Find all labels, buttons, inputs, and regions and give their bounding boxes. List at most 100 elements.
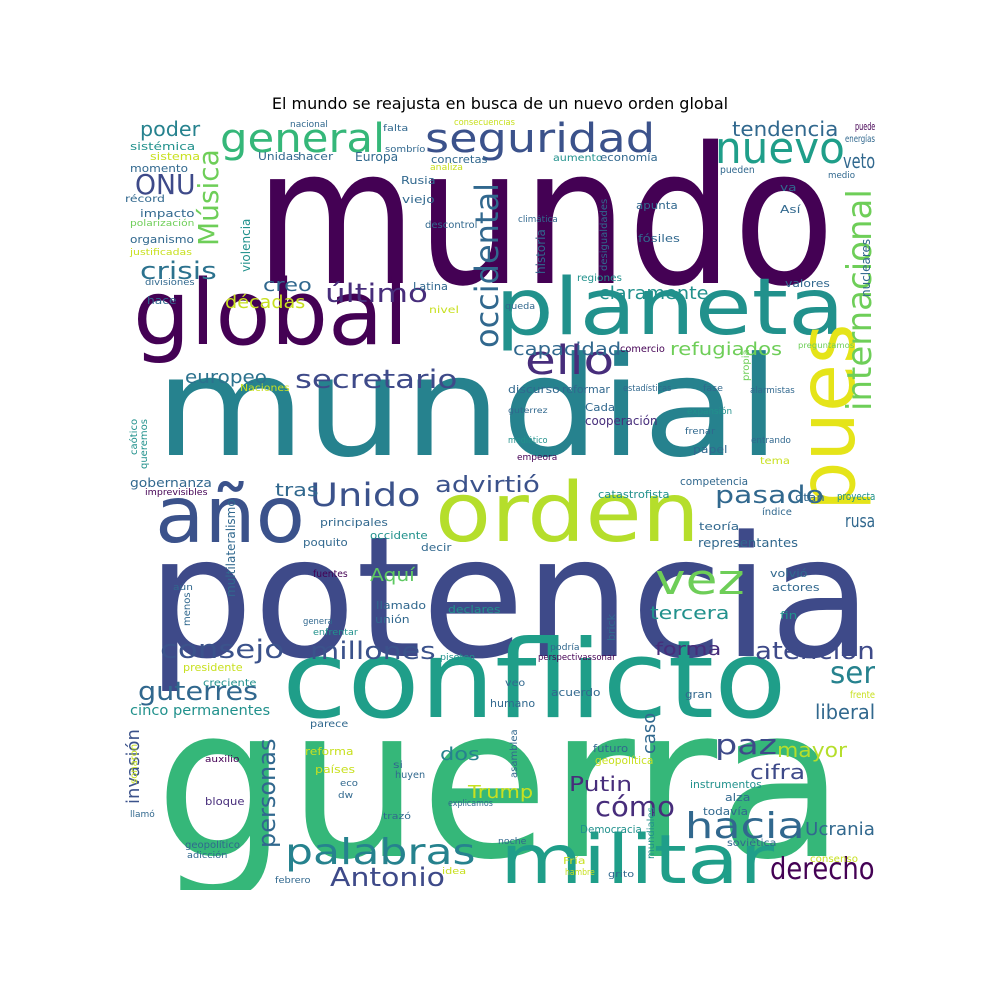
- word-vez: vez: [655, 555, 745, 604]
- word-adiccion: adicción: [187, 851, 228, 861]
- word-sistemica: sistémica: [130, 140, 196, 153]
- word-decadas: décadas: [225, 292, 306, 313]
- word-europa: Europa: [355, 150, 399, 164]
- word-queda: queda: [505, 302, 536, 312]
- word-ucrania: Ucrania: [805, 819, 875, 840]
- word-gran: gran: [685, 688, 713, 701]
- word-papel: papel: [693, 443, 728, 456]
- word-aumento: aumento: [553, 153, 603, 164]
- word-indice: índice: [762, 507, 792, 518]
- word-cifra: cifra: [750, 760, 806, 784]
- word-trazo: trazó: [383, 812, 411, 822]
- word-rusia: Rusia: [401, 174, 436, 187]
- word-derecho: derecho: [770, 852, 875, 887]
- word-mundo: mundo: [255, 119, 835, 328]
- word-guterrez: guterrez: [508, 406, 548, 415]
- word-perspectivassonar: perspectivassonar: [538, 653, 616, 663]
- word-sovietica: soviética: [727, 838, 777, 849]
- word-consecuencias: consecuencias: [454, 119, 515, 128]
- word-proyecta: proyecta: [837, 490, 875, 503]
- word-unidas: Unidas: [258, 150, 300, 163]
- word-europeo: europeo: [185, 367, 268, 388]
- word-forma: forma: [655, 639, 722, 660]
- word-sombrio: sombrío: [385, 145, 426, 155]
- word-planeta: planeta: [495, 263, 845, 353]
- word-hacia: hacia: [685, 806, 805, 847]
- word-pisoteo: pisoteo: [440, 653, 475, 663]
- word-llamado: llamado: [376, 599, 427, 612]
- word-si: si: [393, 760, 403, 771]
- word-claramente: claramente: [599, 283, 709, 304]
- word-paises: países: [315, 763, 356, 776]
- word-atencion: atención: [755, 637, 875, 665]
- word-climatica: climática: [518, 215, 558, 225]
- word-cooperacion: cooperación: [585, 414, 658, 428]
- word-millones: millones: [310, 637, 436, 665]
- word-genera: genera: [303, 617, 333, 627]
- word-tras: tras: [275, 480, 319, 501]
- word-queremos: queremos: [139, 419, 150, 469]
- word-todavia: todavía: [703, 805, 749, 818]
- word-preguntamos: preguntamos: [798, 341, 855, 350]
- word-fosiles: fósiles: [638, 232, 680, 245]
- word-palabras: palabras: [285, 832, 476, 873]
- word-organismo: organismo: [130, 233, 194, 246]
- word-futuro: futuro: [593, 742, 629, 755]
- word-veo: veo: [505, 678, 526, 689]
- word-va: va: [780, 181, 797, 194]
- word-declares: declares: [448, 603, 501, 616]
- word-tema: tema: [760, 456, 790, 467]
- word-naciones: Naciones: [240, 383, 290, 394]
- word-guerra: guerra: [155, 661, 846, 890]
- word-actores: actores: [772, 581, 820, 594]
- word-estadisticas: estadísticas: [623, 384, 672, 394]
- word-union: unión: [375, 613, 410, 626]
- word-presidente: presidente: [183, 661, 243, 674]
- word-paz: paz: [715, 728, 778, 761]
- word-consejo: consejo: [160, 635, 285, 665]
- word-economia: economía: [600, 151, 658, 164]
- word-veto: veto: [843, 149, 875, 173]
- word-concretas: concretas: [431, 153, 488, 166]
- word-dw: dw: [338, 791, 354, 801]
- word-idea: idea: [442, 867, 467, 877]
- word-occidente: occidente: [370, 529, 428, 542]
- word-tercera: tercera: [650, 603, 730, 624]
- word-principales: principales: [320, 516, 388, 529]
- word-sistema: sistema: [150, 150, 201, 163]
- word-valores: valores: [785, 277, 830, 290]
- word-febrero: febrero: [275, 876, 311, 886]
- word-hambre: hambre: [565, 868, 595, 878]
- word-expansion: expansión: [687, 407, 733, 417]
- word-crisis: crisis: [140, 257, 217, 285]
- word-rusa: rusa: [845, 511, 875, 532]
- word-record: récord: [125, 194, 165, 205]
- word-eco: eco: [340, 779, 358, 789]
- word-desigualdades: desigualdades: [599, 198, 610, 271]
- word-entrando: entrando: [751, 436, 791, 446]
- word-frente: frente: [850, 690, 875, 701]
- word-cinco-permanentes: cinco permanentes: [130, 703, 271, 719]
- word-otan: otan: [795, 491, 825, 504]
- word-enfrentar: enfrentar: [313, 628, 358, 638]
- word-competencia: competencia: [680, 475, 749, 488]
- word-alza: alza: [725, 791, 751, 804]
- word-discurso: discurso: [508, 383, 560, 396]
- word-falta: falta: [383, 124, 409, 134]
- word-podria: podría: [550, 643, 580, 653]
- word-polarizacion: polarización: [130, 219, 195, 229]
- word-alarmistas: alarmistas: [750, 386, 795, 396]
- word-auxilio: auxilio: [205, 755, 240, 765]
- word-pasado: pasado: [715, 481, 824, 509]
- word-energias: energías: [845, 134, 875, 145]
- word-internacional: internacional: [840, 189, 875, 411]
- word-ultimo: último: [325, 279, 428, 309]
- word-noche: noche: [498, 837, 527, 847]
- word-ser: ser: [830, 656, 875, 691]
- word-gobernanza: gobernanza: [130, 476, 212, 490]
- word-asi: Así: [780, 203, 801, 216]
- word-divisiones: divisiones: [145, 278, 195, 288]
- word-decir: decir: [421, 541, 452, 554]
- word-geopolitico: geopolítico: [185, 840, 240, 851]
- word-teoria: teoría: [699, 520, 740, 533]
